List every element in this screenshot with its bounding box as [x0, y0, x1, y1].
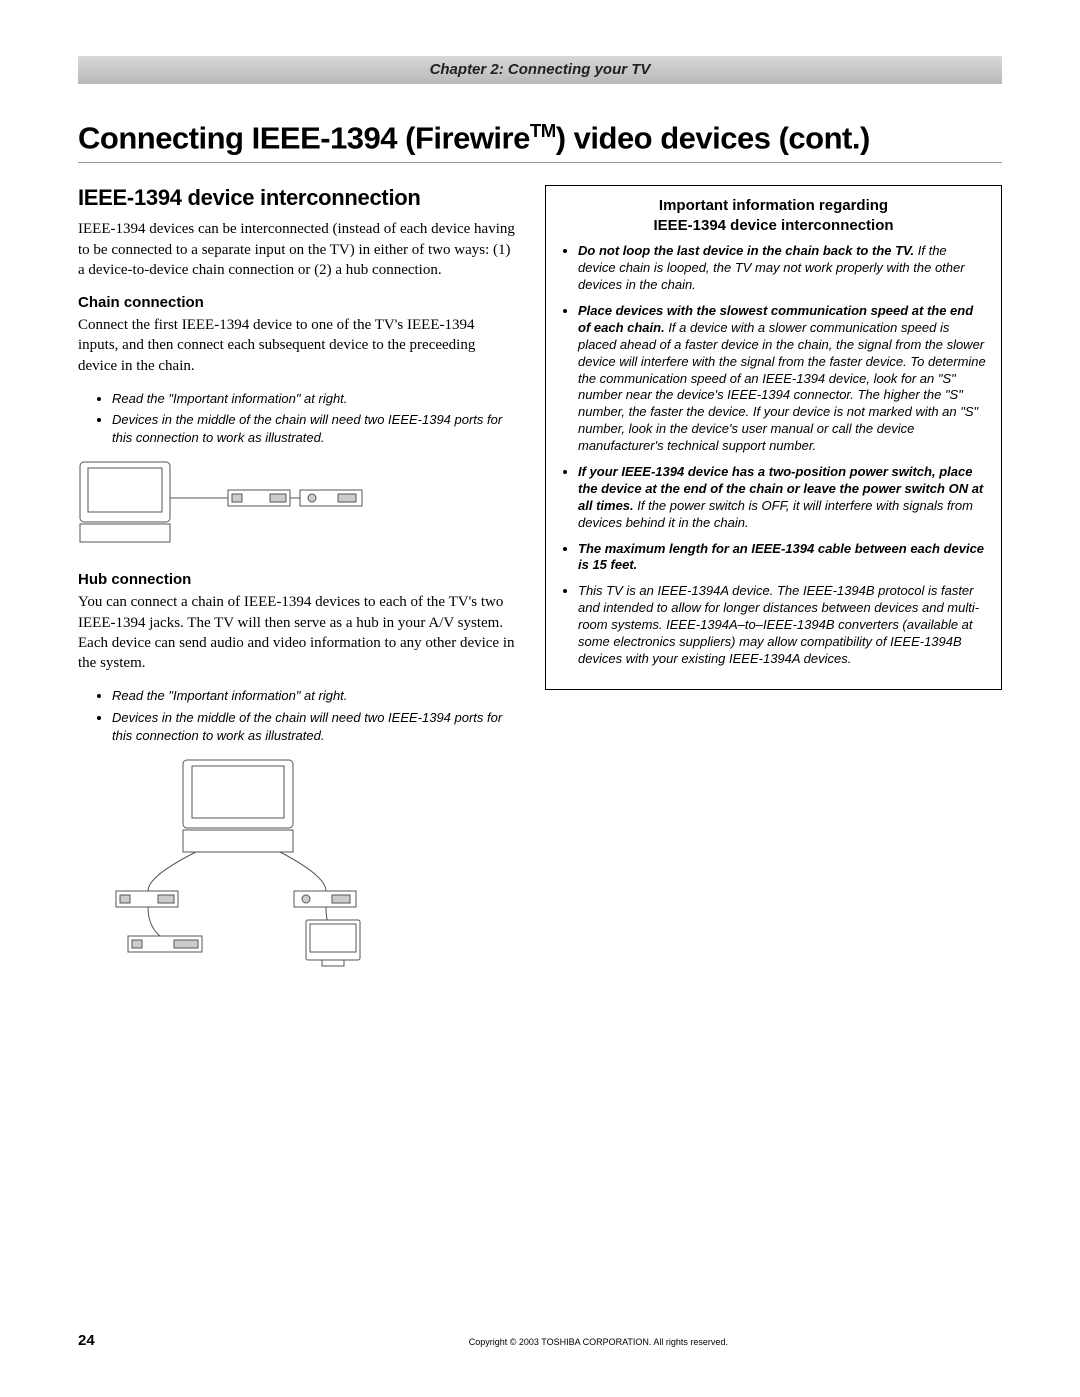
info-item: Place devices with the slowest communica…: [578, 303, 987, 455]
bullet-item: Read the "Important information" at righ…: [112, 390, 515, 408]
title-tm: TM: [530, 120, 556, 141]
left-column: IEEE-1394 device interconnection IEEE-13…: [78, 185, 515, 999]
right-column: Important information regarding IEEE-139…: [545, 185, 1002, 999]
info-item: The maximum length for an IEEE-1394 cabl…: [578, 541, 987, 575]
bullet-item: Devices in the middle of the chain will …: [112, 709, 515, 744]
info-title-line1: Important information regarding: [659, 197, 888, 214]
intro-text: IEEE-1394 devices can be interconnected …: [78, 219, 515, 280]
page-title: Connecting IEEE-1394 (FirewireTM) video …: [78, 120, 1002, 163]
info-rest: If the power switch is OFF, it will inte…: [578, 498, 973, 530]
chain-body: Connect the first IEEE-1394 device to on…: [78, 315, 515, 376]
info-lead: The maximum length for an IEEE-1394 cabl…: [578, 541, 984, 573]
title-pre: Connecting IEEE-1394 (Firewire: [78, 120, 530, 155]
hub-title: Hub connection: [78, 571, 515, 588]
title-post: ) video devices (cont.): [556, 120, 870, 155]
info-item: This TV is an IEEE-1394A device. The IEE…: [578, 583, 987, 667]
bullet-item: Devices in the middle of the chain will …: [112, 411, 515, 446]
chapter-bar: Chapter 2: Connecting your TV: [78, 56, 1002, 84]
chain-diagram: [78, 458, 515, 553]
info-item: If your IEEE-1394 device has a two-posit…: [578, 464, 987, 532]
chain-title: Chain connection: [78, 294, 515, 311]
chain-bullets: Read the "Important information" at righ…: [112, 390, 515, 447]
info-title-line2: IEEE-1394 device interconnection: [653, 217, 893, 234]
hub-body: You can connect a chain of IEEE-1394 dev…: [78, 592, 515, 673]
info-rest: If a device with a slower communication …: [578, 320, 986, 453]
hub-diagram: [78, 756, 515, 981]
section-title: IEEE-1394 device interconnection: [78, 185, 515, 211]
footer: 24 Copyright © 2003 TOSHIBA CORPORATION.…: [78, 1332, 1002, 1349]
info-box-title: Important information regarding IEEE-139…: [560, 196, 987, 235]
info-lead: Do not loop the last device in the chain…: [578, 243, 914, 258]
copyright: Copyright © 2003 TOSHIBA CORPORATION. Al…: [195, 1337, 1002, 1347]
info-rest: This TV is an IEEE-1394A device. The IEE…: [578, 583, 979, 666]
info-item: Do not loop the last device in the chain…: [578, 243, 987, 294]
page-number: 24: [78, 1332, 95, 1349]
info-box: Important information regarding IEEE-139…: [545, 185, 1002, 689]
hub-bullets: Read the "Important information" at righ…: [112, 687, 515, 744]
bullet-item: Read the "Important information" at righ…: [112, 687, 515, 705]
info-list: Do not loop the last device in the chain…: [578, 243, 987, 667]
